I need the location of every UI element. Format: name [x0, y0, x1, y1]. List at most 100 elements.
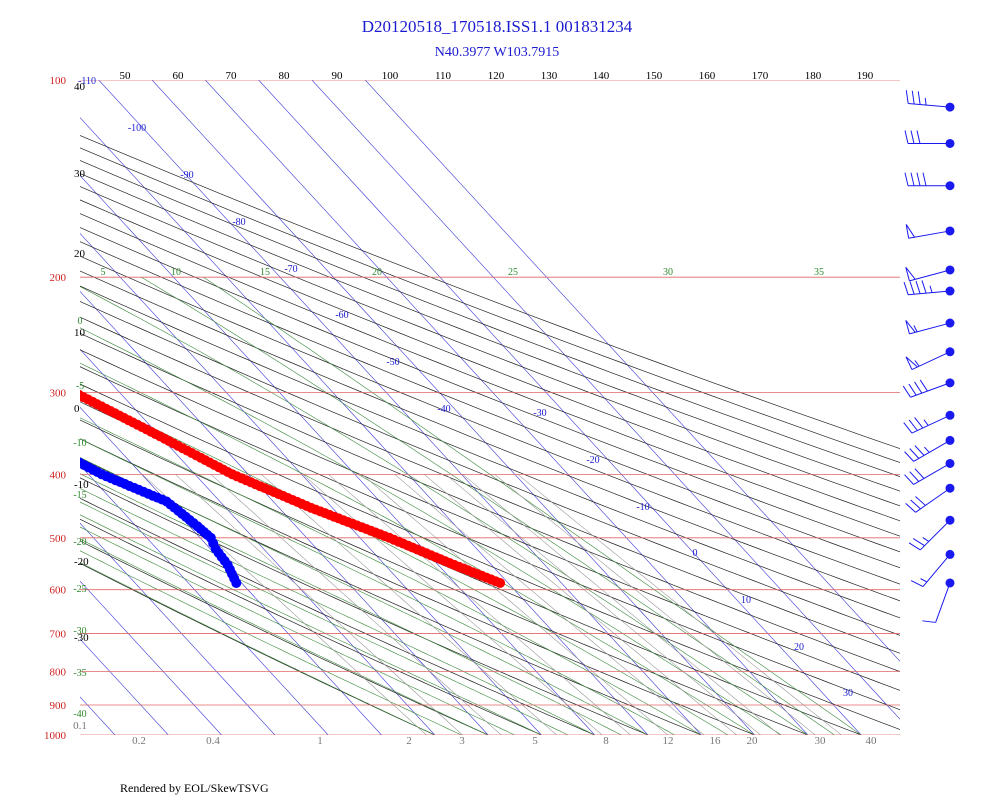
- wind-barb-flag: [909, 471, 920, 482]
- isotherm-line: [80, 233, 542, 735]
- wind-barb-flag: [916, 172, 921, 186]
- dry-adiabat-line: [80, 438, 755, 735]
- grid-layer: [0, 80, 900, 735]
- temperature-point: [65, 385, 75, 395]
- dewpoint-point: [35, 437, 45, 447]
- isotherm-label: 20: [794, 642, 804, 653]
- top-axis-label: 160: [699, 70, 716, 82]
- wind-barb-staff: [915, 487, 951, 513]
- temperature-point: [495, 578, 506, 588]
- dewpoint-point: [13, 425, 23, 435]
- dry-adiabat-label: -20: [74, 556, 89, 568]
- moist-adiabat-label: 0: [78, 316, 83, 327]
- dry-adiabat-line: [80, 316, 900, 654]
- wind-barb-flag: [912, 538, 925, 547]
- wind-barb-flag: [909, 448, 920, 459]
- isotherm-line: [151, 80, 755, 735]
- dewpoint-point: [5, 421, 15, 431]
- top-axis-label: 140: [593, 70, 610, 82]
- wind-barb: [904, 458, 955, 485]
- moist-adiabat-label: 10: [171, 267, 181, 278]
- wind-barb-flag: [921, 280, 927, 294]
- wind-barb-flag: [904, 474, 914, 485]
- isotherm-line: [80, 580, 222, 735]
- wind-barb-flag: [908, 383, 917, 396]
- isotherm-label: -90: [180, 170, 193, 181]
- mixing-ratio-label: 30: [815, 735, 827, 747]
- top-axis-label: 150: [646, 70, 663, 82]
- temperature-point: [6, 354, 16, 364]
- isotherm-line: [80, 290, 489, 735]
- wind-barb: [904, 435, 955, 462]
- wind-barb: [904, 130, 955, 148]
- wind-barb-flag: [910, 580, 924, 588]
- dry-adiabat-line: [80, 186, 900, 507]
- wind-barb-pennant: [905, 356, 918, 370]
- moist-adiabat-label: -40: [73, 709, 86, 720]
- wind-barb-staff: [935, 582, 951, 623]
- top-axis-label: 190: [857, 70, 874, 82]
- wind-barb-half-flag: [920, 578, 928, 583]
- isotherm-label: 30: [843, 688, 853, 699]
- dry-adiabat-line: [80, 457, 702, 735]
- wind-barb-flag: [908, 542, 921, 551]
- wind-barb-staff: [910, 382, 951, 398]
- wind-barb-flag: [911, 90, 915, 105]
- wind-barb-staff: [908, 102, 951, 108]
- wind-barb-flag: [910, 130, 915, 144]
- temperature-point: [0, 349, 7, 359]
- moist-adiabat-line: [80, 327, 782, 735]
- wind-barb: [905, 347, 955, 371]
- dry-adiabat-label: -30: [74, 632, 89, 644]
- wind-barb: [903, 410, 955, 434]
- wind-barb: [905, 483, 955, 513]
- dry-adiabat-line: [80, 135, 900, 449]
- isotherm-label: -10: [636, 502, 649, 513]
- wind-barb-half-flag: [913, 325, 918, 333]
- dry-adiabat-label: 10: [74, 327, 86, 339]
- wind-barb-flag: [914, 468, 925, 479]
- moist-adiabat-line: [80, 538, 489, 735]
- wind-barb-pennant: [905, 267, 916, 281]
- pressure-tick-label: 900: [50, 700, 67, 712]
- wind-barb-flag: [910, 499, 921, 510]
- top-axis-label: 90: [332, 70, 344, 82]
- isotherm-line: [98, 80, 702, 735]
- moist-adiabat-label: 20: [372, 267, 382, 278]
- isotherm-line: [258, 80, 862, 735]
- chart-subtitle: N40.3977 W103.7915: [435, 45, 560, 60]
- isotherm-line: [0, 80, 8, 735]
- dry-adiabat-line: [80, 332, 900, 672]
- dry-adiabat-label: 40: [74, 81, 86, 93]
- top-axis-label: 60: [173, 70, 185, 82]
- wind-barb-flag: [904, 172, 909, 186]
- wind-barb: [922, 578, 955, 623]
- mixing-ratio-label: 2: [406, 735, 412, 747]
- dry-adiabat-line: [80, 477, 649, 735]
- wind-barb: [905, 90, 955, 112]
- isotherm-label: -110: [78, 76, 96, 87]
- wind-barb-flag: [914, 445, 925, 456]
- dewpoint-point: [27, 432, 37, 442]
- wind-barb-flag: [905, 503, 916, 513]
- wind-barb-flag: [914, 381, 923, 394]
- top-axis-label: 120: [488, 70, 505, 82]
- isotherm-line: [80, 406, 382, 735]
- top-axis-label: 130: [541, 70, 558, 82]
- wind-barb-flag: [909, 281, 915, 295]
- dewpoint-point: [0, 414, 2, 424]
- mixing-ratio-label: 1: [317, 735, 323, 747]
- chart-title: D20120518_170518.ISS1.1 001831234: [362, 17, 633, 36]
- wind-barb-flag: [915, 496, 926, 506]
- mixing-ratio-label: 0.2: [132, 735, 146, 747]
- dewpoint-point: [0, 416, 6, 426]
- wind-barb-flag: [910, 172, 915, 186]
- isotherm-line: [311, 80, 900, 720]
- top-axis-label: 180: [805, 70, 822, 82]
- wind-barb-flag: [917, 91, 921, 105]
- dry-adiabat-line: [80, 270, 900, 602]
- footer-credit: Rendered by EOL/SkewTSVG: [120, 781, 269, 795]
- moist-adiabat-line: [80, 438, 675, 735]
- temperature-point: [24, 364, 34, 374]
